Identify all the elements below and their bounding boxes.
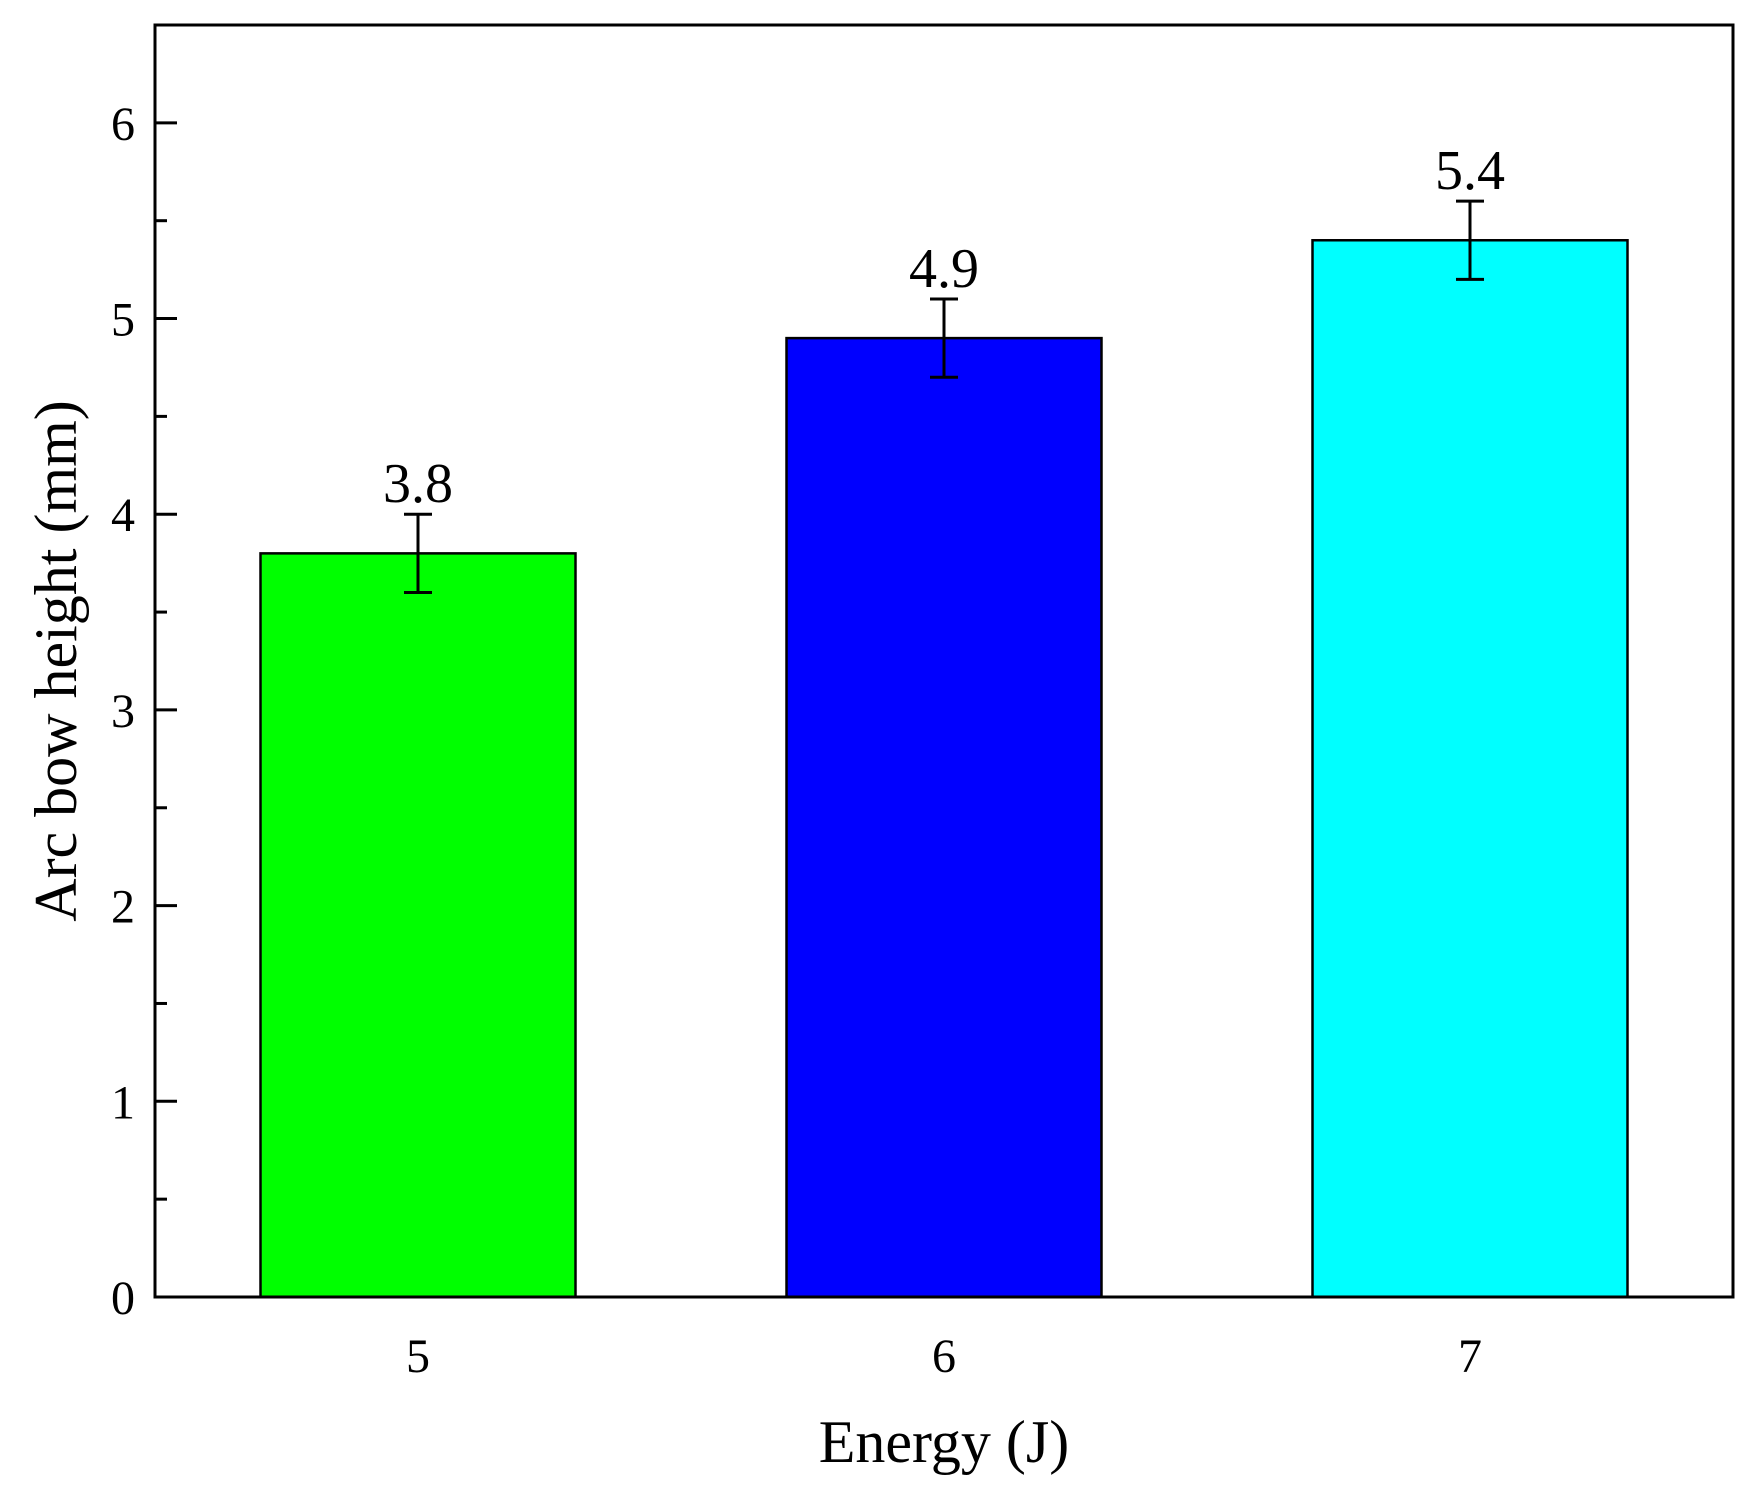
y-tick-label: 2: [111, 881, 135, 934]
x-tick-label: 5: [406, 1330, 430, 1383]
y-tick-label: 1: [111, 1076, 135, 1129]
x-axis-title: Energy (J): [819, 1409, 1070, 1475]
data-label: 5.4: [1435, 140, 1505, 202]
bars: [259, 239, 1629, 1299]
data-label: 4.9: [909, 238, 979, 300]
y-tick-label: 5: [111, 294, 135, 347]
bar-6: [785, 336, 1103, 1299]
y-axis-title: Arc bow height (mm): [23, 400, 89, 922]
y-tick-label: 6: [111, 98, 135, 151]
y-tick-label: 0: [111, 1272, 135, 1325]
bar-5: [259, 552, 577, 1299]
y-tick-label: 3: [111, 685, 135, 738]
plot-frame: [153, 23, 1735, 1299]
error-bars: [404, 199, 1484, 595]
y-axis-ticks: 0 1 2 3 4 5 6: [111, 98, 177, 1325]
data-label: 3.8: [383, 453, 453, 515]
x-tick-label: 7: [1458, 1330, 1482, 1383]
bar-7: [1311, 239, 1629, 1299]
x-tick-label: 6: [932, 1330, 956, 1383]
data-labels: 3.8 4.9 5.4: [383, 140, 1505, 515]
y-tick-label: 4: [111, 489, 135, 542]
